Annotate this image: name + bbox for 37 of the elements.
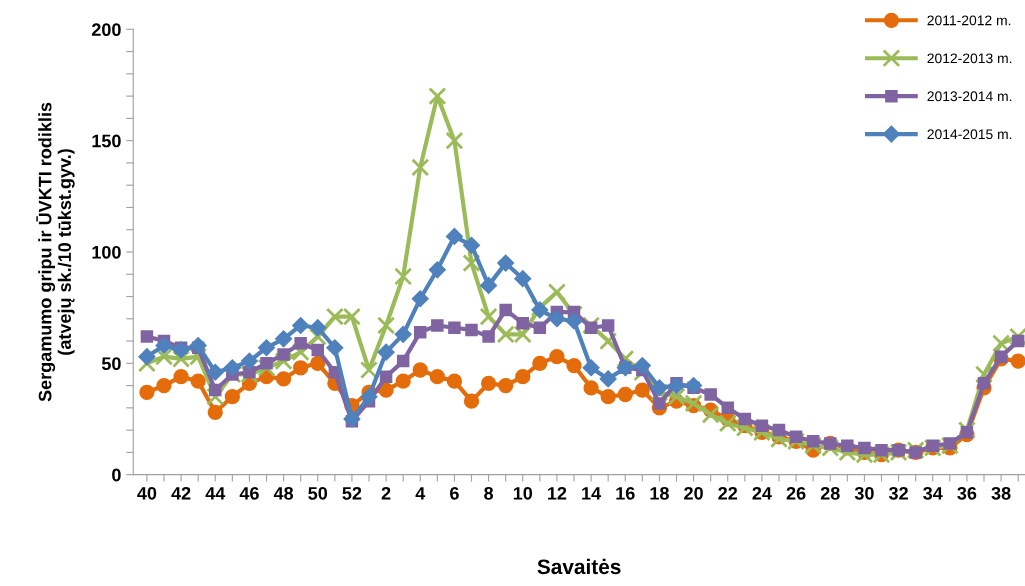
x-tick-label: 30: [854, 486, 874, 500]
x-tick-label: 12: [548, 486, 567, 500]
x-axis-title: Savaitės: [537, 558, 621, 575]
x-tick-label: 34: [923, 486, 943, 500]
x-tick-label: 44: [205, 487, 226, 500]
y-axis-title: Sergamumo gripu ir ŪVKTI rodiklis (atvejų sk./10 tūkst.gyv.): [36, 102, 75, 402]
legend-label: 2012-2013 m.: [927, 53, 1012, 64]
x-tick-label: 50: [308, 486, 328, 500]
x-tick-label: 16: [616, 486, 635, 500]
y-tick-label: 150: [92, 134, 121, 148]
y-tick-label: 200: [91, 23, 121, 37]
x-tick-label: 14: [582, 487, 602, 500]
y-tick-label: 0: [112, 468, 121, 482]
x-tick-label: 26: [786, 486, 806, 500]
x-tick-label: 24: [752, 486, 772, 500]
x-tick-label: 18: [650, 486, 669, 500]
x-tick-label: 28: [820, 486, 840, 500]
x-tick-label: 38: [991, 486, 1011, 500]
x-tick-label: 48: [273, 486, 294, 500]
x-tick-label: 46: [239, 486, 259, 500]
x-tick-label: 40: [137, 486, 157, 500]
x-tick-label: 52: [342, 486, 362, 500]
x-tick-label: 36: [957, 486, 977, 500]
x-tick-label: 8: [484, 486, 494, 500]
x-tick-label: 6: [450, 486, 459, 500]
legend-label: 2011-2012 m.: [927, 15, 1011, 26]
x-tick-label: 2: [381, 486, 391, 500]
x-tick-label: 20: [684, 486, 703, 500]
y-tick-label: 50: [101, 357, 121, 371]
y-tick-label: 100: [92, 245, 121, 259]
legend-label: 2014-2015 m.: [927, 129, 1012, 140]
x-tick-label: 22: [718, 486, 738, 500]
x-tick-label: 4: [415, 487, 426, 500]
x-tick-label: 32: [888, 486, 908, 500]
legend-label: 2013-2014 m.: [927, 91, 1012, 102]
x-tick-label: 42: [171, 486, 191, 500]
x-tick-label: 10: [513, 486, 533, 500]
